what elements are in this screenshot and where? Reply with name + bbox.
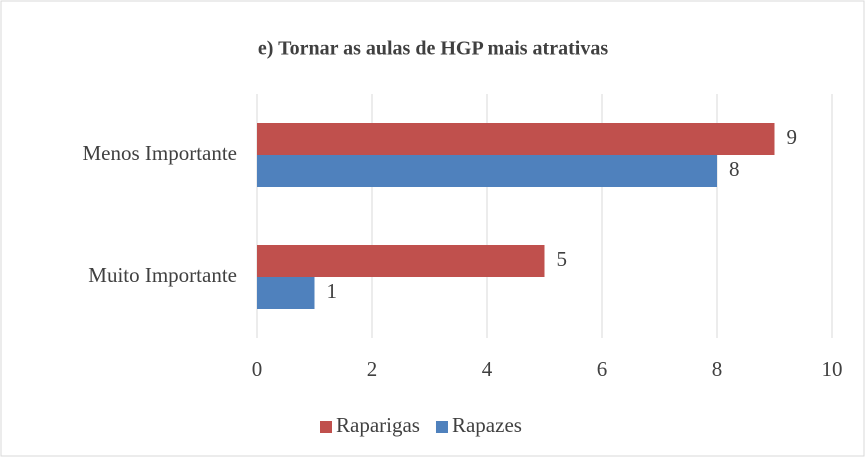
legend-label: Raparigas bbox=[336, 413, 420, 437]
legend-swatch bbox=[320, 421, 332, 433]
data-label: 8 bbox=[729, 157, 740, 181]
legend-label: Rapazes bbox=[452, 413, 522, 437]
bar bbox=[257, 123, 775, 155]
y-tick-label: Menos Importante bbox=[82, 141, 237, 165]
legend-swatch bbox=[435, 421, 448, 433]
bar bbox=[257, 245, 545, 277]
x-tick-label: 6 bbox=[597, 357, 608, 381]
x-tick-label: 0 bbox=[252, 357, 263, 381]
data-label: 5 bbox=[557, 247, 568, 271]
x-tick-label: 10 bbox=[822, 357, 843, 381]
x-tick-label: 2 bbox=[367, 357, 378, 381]
x-tick-label: 4 bbox=[482, 357, 493, 381]
data-label: 1 bbox=[327, 279, 338, 303]
x-tick-label: 8 bbox=[712, 357, 723, 381]
bar bbox=[257, 277, 315, 309]
y-tick-label: Muito Importante bbox=[88, 263, 237, 287]
chart-title: e) Tornar as aulas de HGP mais atrativas bbox=[258, 38, 608, 60]
bar bbox=[257, 155, 717, 187]
data-label: 9 bbox=[787, 125, 798, 149]
